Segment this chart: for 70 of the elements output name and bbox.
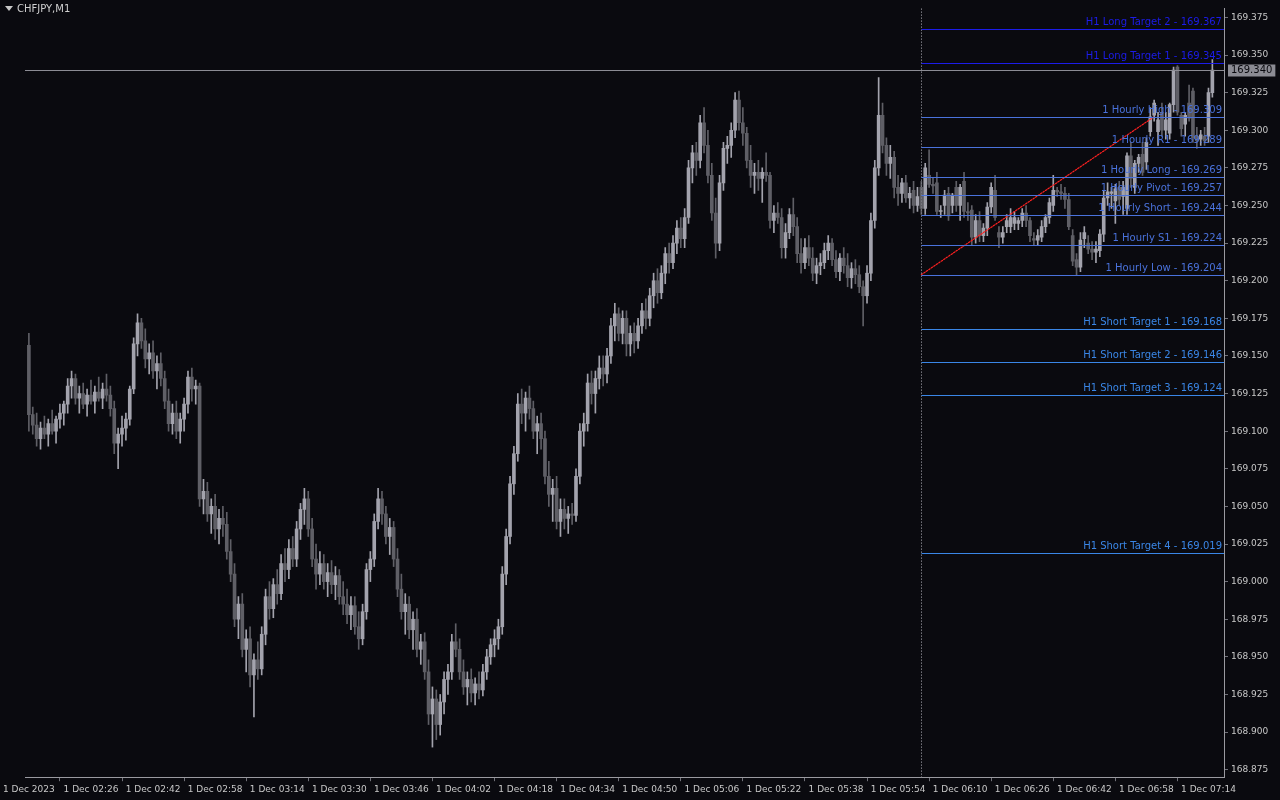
candlestick xyxy=(760,167,765,203)
ref-line-label: H1 Short Target 3 - 169.124 xyxy=(1083,382,1222,394)
x-tick-label: 1 Dec 05:22 xyxy=(746,783,802,794)
y-tick-label: 169.100 xyxy=(1231,425,1269,436)
y-tick-label: 169.075 xyxy=(1231,463,1269,474)
x-tick-label: 1 Dec 06:10 xyxy=(932,783,988,794)
candlestick xyxy=(255,641,260,680)
x-tick-label: 1 Dec 04:34 xyxy=(560,783,616,794)
y-tick-label: 169.200 xyxy=(1231,275,1269,286)
candlestick xyxy=(147,343,151,375)
candlestick xyxy=(283,548,287,582)
x-tick-label: 1 Dec 05:06 xyxy=(684,783,740,794)
ref-line-label: 1 Hourly S1 - 169.224 xyxy=(1112,232,1222,244)
ref-line-label: H1 Short Target 1 - 169.168 xyxy=(1083,316,1222,328)
x-tick-label: 1 Dec 06:42 xyxy=(1056,783,1112,794)
y-tick-label: 169.025 xyxy=(1231,538,1269,549)
x-tick-label: 1 Dec 07:14 xyxy=(1181,783,1237,794)
ref-line-label: H1 Short Target 4 - 169.019 xyxy=(1083,540,1222,552)
x-tick-label: 1 Dec 02:26 xyxy=(63,783,119,794)
candlestick xyxy=(550,478,555,522)
candlestick xyxy=(403,593,408,635)
x-tick-label: 1 Dec 03:46 xyxy=(373,783,430,794)
y-tick-label: 168.925 xyxy=(1231,688,1269,699)
candlestick xyxy=(694,141,699,176)
x-tick-label: 1 Dec 06:58 xyxy=(1118,783,1175,794)
x-tick-label: 1 Dec 02:42 xyxy=(125,783,181,794)
candlestick xyxy=(209,498,214,534)
candlestick xyxy=(252,653,256,718)
y-tick-label: 168.875 xyxy=(1231,764,1269,775)
ref-line-label: 1 Hourly Low - 169.204 xyxy=(1105,262,1222,274)
y-tick-label: 169.350 xyxy=(1231,49,1269,60)
x-tick-label: 1 Dec 2023 xyxy=(2,783,55,794)
y-tick-label: 169.300 xyxy=(1231,124,1269,135)
y-tick-label: 168.950 xyxy=(1231,651,1269,662)
ref-line-label: H1 Long Target 1 - 169.345 xyxy=(1085,50,1222,62)
y-tick-label: 169.125 xyxy=(1231,387,1269,398)
y-tick-label: 168.900 xyxy=(1231,726,1269,737)
x-tick-label: 1 Dec 05:54 xyxy=(870,783,926,794)
ref-line-label: H1 Short Target 2 - 169.146 xyxy=(1083,349,1222,361)
y-tick-label: 169.275 xyxy=(1231,162,1269,173)
candlestick xyxy=(477,671,481,700)
y-tick-label: 169.225 xyxy=(1231,237,1269,248)
candlestick xyxy=(888,144,893,179)
x-tick-label: 1 Dec 03:14 xyxy=(249,783,305,794)
y-tick-label: 169.050 xyxy=(1231,500,1269,511)
x-tick-label: 1 Dec 04:02 xyxy=(436,783,491,794)
y-tick-label: 169.000 xyxy=(1231,575,1269,586)
y-tick-label: 169.325 xyxy=(1231,87,1269,97)
candlestick xyxy=(566,506,571,534)
candlestick xyxy=(570,503,574,525)
candlestick xyxy=(77,385,82,414)
x-tick-label: 1 Dec 05:38 xyxy=(808,783,864,794)
candlestick xyxy=(535,415,540,455)
candlestick xyxy=(907,187,912,209)
x-tick-label: 1 Dec 04:18 xyxy=(498,783,554,794)
y-tick-label: 169.175 xyxy=(1231,312,1269,323)
x-tick-label: 1 Dec 03:30 xyxy=(311,783,367,794)
y-tick-label: 169.150 xyxy=(1231,350,1269,361)
ref-line-label: 1 Hourly Pivot - 169.257 xyxy=(1100,182,1222,194)
ref-line-label: H1 Long Target 2 - 169.367 xyxy=(1085,16,1222,28)
x-tick-label: 1 Dec 02:58 xyxy=(187,783,243,794)
chart-title: CHFJPY,M1 xyxy=(17,3,71,14)
x-tick-label: 1 Dec 04:50 xyxy=(622,783,678,794)
y-tick-label: 169.250 xyxy=(1231,199,1269,210)
candlestick xyxy=(601,355,605,387)
y-tick-label: 169.375 xyxy=(1231,11,1269,22)
x-tick-label: 1 Dec 06:26 xyxy=(994,783,1050,794)
ref-line-label: 169.340 xyxy=(1231,64,1273,76)
candlestick xyxy=(193,379,198,405)
y-tick-label: 168.975 xyxy=(1231,613,1269,624)
